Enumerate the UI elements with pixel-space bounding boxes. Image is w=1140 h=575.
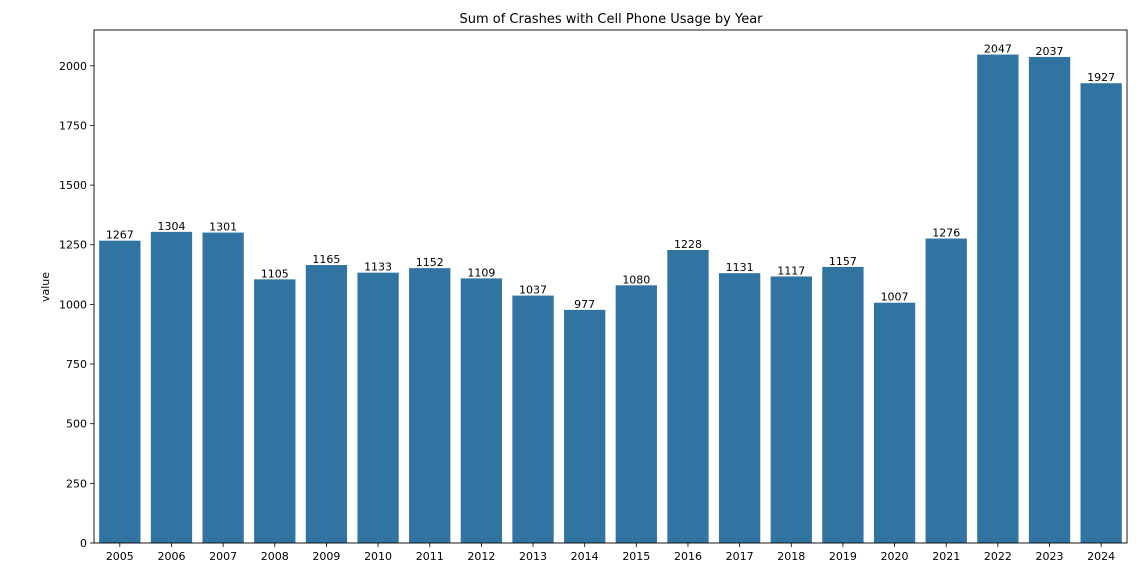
y-tick-label-250: 250 bbox=[66, 477, 87, 490]
data-label-2024: 1927 bbox=[1087, 71, 1115, 84]
bar-2015 bbox=[615, 285, 657, 543]
bar-2024 bbox=[1080, 83, 1122, 544]
bar-2016 bbox=[667, 249, 709, 544]
x-tick-label-2010: 2010 bbox=[364, 550, 392, 563]
data-label-2016: 1228 bbox=[674, 238, 702, 251]
x-tick-label-2022: 2022 bbox=[984, 550, 1012, 563]
bar-2012 bbox=[460, 278, 503, 543]
data-label-2017: 1131 bbox=[726, 261, 754, 274]
data-label-2012: 1109 bbox=[467, 266, 495, 279]
data-label-2009: 1165 bbox=[312, 253, 340, 266]
x-tick-label-2017: 2017 bbox=[726, 550, 754, 563]
x-tick-label-2011: 2011 bbox=[416, 550, 444, 563]
data-label-2015: 1080 bbox=[622, 273, 650, 286]
bars-layer bbox=[99, 54, 1122, 544]
bar-2020 bbox=[873, 302, 916, 543]
y-tick-label-1500: 1500 bbox=[59, 179, 87, 192]
y-tick-label-2000: 2000 bbox=[59, 60, 87, 73]
x-tick-label-2005: 2005 bbox=[106, 550, 134, 563]
data-label-2005: 1267 bbox=[106, 229, 134, 242]
data-label-2022: 2047 bbox=[984, 43, 1012, 56]
data-label-2011: 1152 bbox=[416, 256, 444, 269]
bar-2017 bbox=[718, 273, 761, 543]
chart-title: Sum of Crashes with Cell Phone Usage by … bbox=[459, 12, 763, 27]
bar-2005 bbox=[99, 240, 141, 543]
data-label-2010: 1133 bbox=[364, 261, 392, 274]
data-label-2006: 1304 bbox=[157, 220, 185, 233]
x-tick-label-2019: 2019 bbox=[829, 550, 857, 563]
bar-2022 bbox=[977, 54, 1019, 543]
y-axis: 0 250 500 750 1000 1250 1500 1750 2000 bbox=[59, 60, 94, 550]
x-tick-label-2018: 2018 bbox=[777, 550, 805, 563]
x-tick-label-2020: 2020 bbox=[881, 550, 909, 563]
bar-2013 bbox=[512, 295, 554, 543]
data-label-2014: 977 bbox=[574, 298, 595, 311]
bar-2019 bbox=[822, 266, 864, 543]
data-label-2023: 2037 bbox=[1036, 45, 1064, 58]
data-labels-layer: 1267 1304 1301 1105 1165 1133 1152 1109 1037 977 1… bbox=[106, 43, 1115, 311]
bar-2010 bbox=[357, 272, 399, 543]
y-axis-label: value bbox=[39, 272, 52, 302]
bar-2023 bbox=[1028, 56, 1071, 543]
y-tick-label-500: 500 bbox=[66, 418, 87, 431]
bar-2006 bbox=[150, 231, 193, 543]
x-axis: 2005 2006 2007 2008 2009 2010 2011 2012 2013 2014… bbox=[106, 543, 1115, 563]
x-tick-label-2016: 2016 bbox=[674, 550, 702, 563]
y-tick-label-1250: 1250 bbox=[59, 239, 87, 252]
x-tick-label-2014: 2014 bbox=[571, 550, 599, 563]
x-tick-label-2021: 2021 bbox=[932, 550, 960, 563]
data-label-2013: 1037 bbox=[519, 284, 547, 297]
plot-frame bbox=[93, 29, 1128, 544]
data-label-2008: 1105 bbox=[261, 267, 289, 280]
bar-2014 bbox=[564, 309, 606, 543]
bar-2009 bbox=[305, 265, 348, 543]
data-label-2020: 1007 bbox=[881, 291, 909, 304]
x-tick-label-2009: 2009 bbox=[312, 550, 340, 563]
x-tick-label-2007: 2007 bbox=[209, 550, 237, 563]
bar-2008 bbox=[254, 279, 296, 543]
x-tick-label-2015: 2015 bbox=[622, 550, 650, 563]
y-tick-label-750: 750 bbox=[66, 358, 87, 371]
x-tick-label-2023: 2023 bbox=[1036, 550, 1064, 563]
x-tick-label-2013: 2013 bbox=[519, 550, 547, 563]
data-label-2007: 1301 bbox=[209, 221, 237, 234]
y-tick-label-1750: 1750 bbox=[59, 119, 87, 132]
x-tick-label-2012: 2012 bbox=[467, 550, 495, 563]
data-label-2021: 1276 bbox=[932, 227, 960, 240]
bar-2011 bbox=[409, 268, 451, 543]
data-label-2018: 1117 bbox=[777, 264, 805, 277]
y-tick-label-0: 0 bbox=[80, 537, 87, 550]
x-tick-label-2006: 2006 bbox=[157, 550, 185, 563]
data-label-2019: 1157 bbox=[829, 255, 857, 268]
bar-2021 bbox=[925, 238, 967, 543]
bar-2018 bbox=[770, 276, 812, 543]
x-tick-label-2024: 2024 bbox=[1087, 550, 1115, 563]
bar-2007 bbox=[202, 232, 244, 543]
y-tick-label-1000: 1000 bbox=[59, 298, 87, 311]
x-tick-label-2008: 2008 bbox=[261, 550, 289, 563]
